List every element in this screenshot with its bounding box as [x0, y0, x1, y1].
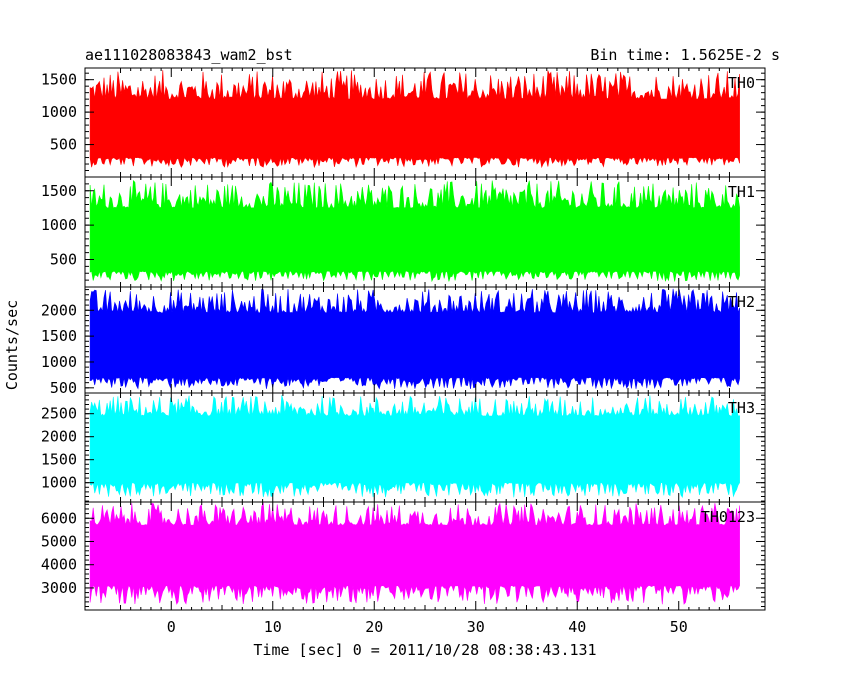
y-tick-label: 5000 — [41, 532, 77, 550]
y-tick-label: 2500 — [41, 405, 77, 423]
panel-th3: 1000 1500 2000 2500 TH3 — [41, 392, 766, 503]
y-tick-label: 1500 — [41, 182, 77, 200]
series-th0 — [89, 70, 740, 169]
x-tick-label: 50 — [670, 618, 688, 636]
x-tick-label: 40 — [568, 618, 586, 636]
panel-th2: 500 1000 1500 2000 TH2 — [41, 286, 766, 397]
panel-label-th2: TH2 — [728, 293, 755, 311]
series-th1 — [89, 180, 740, 283]
x-axis-label: Time [sec] 0 = 2011/10/28 08:38:43.131 — [253, 641, 596, 659]
y-tick-label: 4000 — [41, 556, 77, 574]
panel-label-th0: TH0 — [728, 74, 755, 92]
y-tick-label: 1500 — [41, 71, 77, 89]
y-tick-label: 500 — [50, 379, 77, 397]
y-tick-label: 500 — [50, 136, 77, 154]
y-tick-label: 1000 — [41, 474, 77, 492]
y-tick-label: 3000 — [41, 579, 77, 597]
series-th0123 — [89, 502, 740, 605]
y-tick-label: 2000 — [41, 301, 77, 319]
series-th3 — [89, 395, 740, 499]
chart-title-right: Bin time: 1.5625E-2 s — [590, 46, 780, 64]
y-tick-label: 1500 — [41, 327, 77, 345]
panel-th0123: 3000 4000 5000 6000 TH0123 — [41, 501, 766, 611]
x-tick-label: 10 — [264, 618, 282, 636]
y-axis-label: Counts/sec — [3, 300, 21, 390]
y-tick-label: 1000 — [41, 216, 77, 234]
y-tick-label: 1500 — [41, 451, 77, 469]
panel-label-th0123: TH0123 — [701, 508, 755, 526]
panel-label-th1: TH1 — [728, 183, 755, 201]
y-tick-label: 500 — [50, 251, 77, 269]
series-th2 — [89, 288, 740, 390]
y-tick-label: 1000 — [41, 353, 77, 371]
y-tick-label: 1000 — [41, 103, 77, 121]
panel-th1: 500 1000 1500 TH1 — [41, 176, 766, 288]
chart-title-left: ae111028083843_wam2_bst — [85, 46, 293, 64]
panel-th0: 500 1000 1500 TH0 — [41, 67, 766, 178]
x-tick-label: 20 — [365, 618, 383, 636]
panel-label-th3: TH3 — [728, 399, 755, 417]
y-tick-label: 2000 — [41, 428, 77, 446]
x-tick-label: 0 — [167, 618, 176, 636]
x-tick-label: 30 — [467, 618, 485, 636]
y-tick-label: 6000 — [41, 509, 77, 527]
